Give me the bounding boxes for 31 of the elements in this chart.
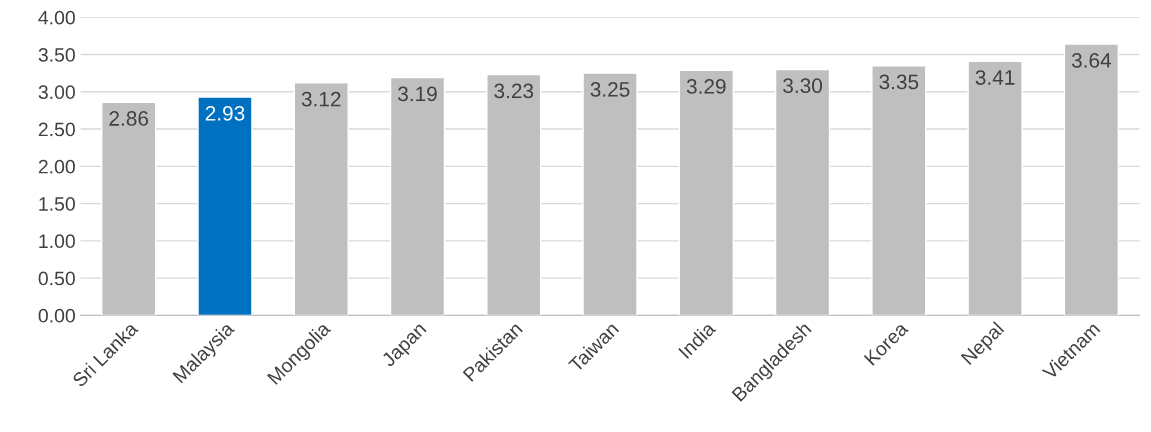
data-label: 2.93 xyxy=(205,105,245,121)
bar xyxy=(101,101,157,316)
bar xyxy=(486,73,542,316)
bar xyxy=(678,69,734,316)
data-label: 3.29 xyxy=(686,79,726,94)
bar xyxy=(1063,43,1120,316)
bar xyxy=(967,60,1023,316)
y-tick-label: 3.50 xyxy=(38,48,75,62)
y-tick-label: 1.00 xyxy=(39,234,75,249)
data-label: 2.86 xyxy=(109,111,149,126)
data-label: 3.19 xyxy=(398,86,437,102)
data-label: 3.12 xyxy=(301,91,341,107)
y-tick-label: 0.50 xyxy=(38,271,75,286)
bar xyxy=(774,68,831,316)
bar xyxy=(389,76,446,316)
data-label: 3.23 xyxy=(494,83,534,99)
bar xyxy=(582,72,638,316)
bar xyxy=(197,96,253,316)
bar xyxy=(293,82,349,316)
data-label: 3.64 xyxy=(1071,52,1112,68)
y-tick-label: 2.00 xyxy=(38,159,75,174)
data-label: 3.41 xyxy=(975,70,1015,85)
y-tick-label: 4.00 xyxy=(38,10,75,25)
y-tick-label: 0.00 xyxy=(38,308,75,323)
data-label: 3.35 xyxy=(879,74,919,90)
bar xyxy=(871,65,927,316)
data-label: 3.25 xyxy=(590,82,630,97)
y-tick-label: 1.50 xyxy=(39,197,75,211)
data-label: 3.30 xyxy=(783,78,823,94)
y-tick-label: 3.00 xyxy=(38,85,75,100)
y-tick-label: 2.50 xyxy=(38,122,75,137)
